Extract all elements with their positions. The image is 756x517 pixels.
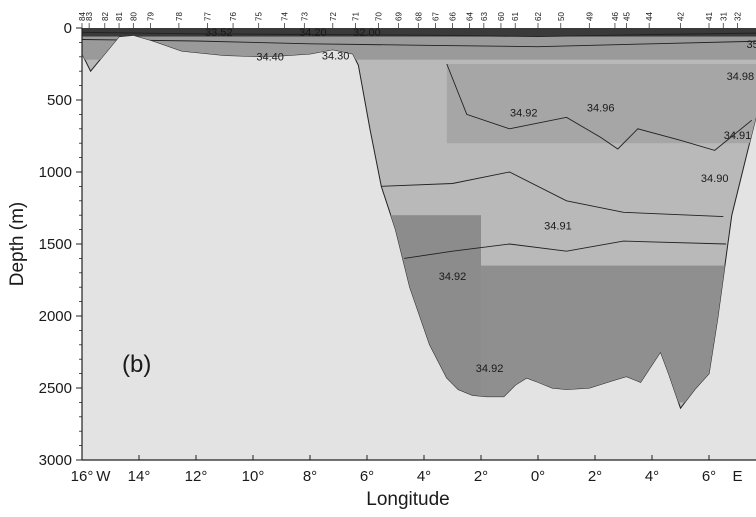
hemisphere-label: W <box>96 468 111 485</box>
y-tick-label: 500 <box>47 92 72 109</box>
station-label: 41 <box>705 12 714 21</box>
contour-label: 34.91 <box>544 221 572 233</box>
y-tick-label: 0 <box>64 20 72 37</box>
salinity-contours <box>82 31 756 259</box>
station-label: 72 <box>329 12 338 21</box>
station-label: 49 <box>585 12 594 21</box>
x-axis-ticks: 16°14°12°10°8°6°4°2°0°2°4°6°8°WE <box>71 455 743 485</box>
station-label: 68 <box>414 12 423 21</box>
y-axis-ticks: 0 500 1000 1500 2000 2500 3000 <box>39 20 82 469</box>
y-tick-label: 1000 <box>39 164 72 181</box>
x-tick-label: 4° <box>645 468 659 485</box>
panel-label: (b) <box>122 351 151 378</box>
station-label: 83 <box>85 12 94 21</box>
contour-line-0 <box>82 31 756 38</box>
station-label: 84 <box>78 12 87 21</box>
station-label: 81 <box>115 12 124 21</box>
station-label: 67 <box>431 12 440 21</box>
contour-line-4 <box>404 240 727 259</box>
x-tick-label: 8° <box>303 468 317 485</box>
station-label: 78 <box>175 12 184 21</box>
contour-label: 34.91 <box>724 130 752 142</box>
x-tick-label: 6° <box>360 468 374 485</box>
x-tick-label: 2° <box>588 468 602 485</box>
x-axis-title: Longitude <box>366 489 449 510</box>
surface-band <box>82 28 756 37</box>
y-axis-title: Depth (m) <box>7 202 28 286</box>
contour-label: 34.30 <box>322 51 350 63</box>
station-label: 80 <box>129 12 138 21</box>
y-tick-label: 1500 <box>39 236 72 253</box>
x-tick-label: 6° <box>702 468 716 485</box>
station-label: 70 <box>374 12 383 21</box>
station-label: 42 <box>677 12 686 21</box>
station-label: 32 <box>734 12 743 21</box>
station-label: 76 <box>229 12 238 21</box>
contour-label: 34.20 <box>299 27 327 39</box>
x-tick-label: 12° <box>185 468 208 485</box>
station-label: 73 <box>300 12 309 21</box>
x-tick-label: 4° <box>417 468 431 485</box>
station-label: 71 <box>352 12 361 21</box>
contour-label: 34.90 <box>701 173 729 185</box>
station-label: 75 <box>255 12 264 21</box>
contour-label: 34.92 <box>476 363 504 375</box>
station-label: 60 <box>497 12 506 21</box>
y-tick-label: 3000 <box>39 452 72 469</box>
station-label: 66 <box>449 12 458 21</box>
x-tick-label: 14° <box>128 468 151 485</box>
station-label: 79 <box>146 12 155 21</box>
contour-label: 34.92 <box>510 108 538 120</box>
x-tick-label: 2° <box>474 468 488 485</box>
station-label: 46 <box>611 12 620 21</box>
station-label: 61 <box>511 12 520 21</box>
upper-shade <box>446 64 756 144</box>
station-label: 64 <box>466 12 475 21</box>
station-label: 69 <box>394 12 403 21</box>
contour-label: 33.52 <box>205 27 233 39</box>
station-label: 44 <box>645 12 654 21</box>
contour-label: 32.00 <box>353 27 381 39</box>
station-label: 45 <box>622 12 631 21</box>
y-tick-label: 2500 <box>39 380 72 397</box>
station-label: 62 <box>534 12 543 21</box>
contour-label: 34.98 <box>727 71 755 83</box>
station-label: 74 <box>280 12 289 21</box>
contour-line-1 <box>82 39 756 48</box>
contour-line-3 <box>378 171 724 218</box>
station-label: 63 <box>480 12 489 21</box>
station-label: 77 <box>203 12 212 21</box>
x-tick-label: 0° <box>531 468 545 485</box>
x-tick-label: 10° <box>242 468 265 485</box>
x-tick-label: 16° <box>71 468 94 485</box>
hemisphere-label: E <box>732 468 742 485</box>
contour-line-2 <box>446 63 753 151</box>
station-label: 82 <box>101 12 110 21</box>
contour-label: 34.92 <box>439 271 467 283</box>
y-tick-label: 2000 <box>39 308 72 325</box>
contour-label: 35.04 <box>747 39 756 51</box>
deep-shade-central <box>481 265 727 403</box>
station-label: 50 <box>557 12 566 21</box>
contour-label: 34.96 <box>587 103 615 115</box>
contour-label: 34.40 <box>256 51 284 63</box>
station-label: 31 <box>719 12 728 21</box>
